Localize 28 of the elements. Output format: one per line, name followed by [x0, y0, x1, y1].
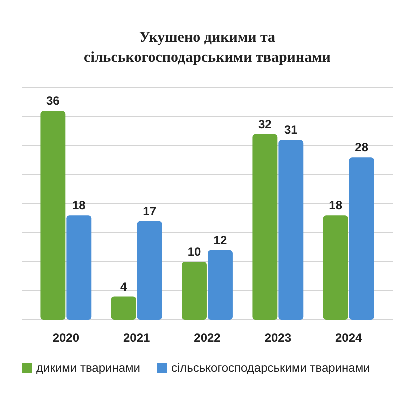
legend-label: дикими тваринами: [36, 361, 140, 375]
data-label: 12: [214, 233, 228, 248]
bar: [66, 216, 92, 320]
bar: [278, 140, 304, 320]
data-label: 28: [355, 140, 369, 155]
data-label: 18: [329, 198, 343, 213]
data-label: 32: [258, 117, 272, 132]
x-tick-label: 2020: [52, 331, 80, 345]
x-tick-label: 2022: [194, 331, 222, 345]
data-label: 36: [46, 94, 60, 108]
data-label: 31: [284, 123, 298, 138]
x-tick-label: 2023: [264, 331, 292, 345]
bar: [252, 134, 278, 320]
chart-title: Укушено дикими та сільськогосподарськими тваринами: [84, 30, 332, 66]
data-label: 4: [120, 280, 128, 294]
bar: [111, 296, 136, 320]
bar: [349, 158, 374, 320]
x-tick-label: 2024: [335, 331, 363, 345]
bar: [182, 262, 207, 320]
data-label: 17: [143, 204, 157, 218]
bar: [208, 250, 233, 320]
bar: [137, 221, 162, 320]
x-tick-label: 2021: [123, 331, 151, 345]
bar: [40, 111, 66, 320]
bar: [323, 216, 348, 320]
data-label: 18: [72, 198, 86, 213]
data-label: 10: [188, 245, 202, 259]
legend-label: сільськогосподарськими тваринами: [172, 361, 370, 375]
